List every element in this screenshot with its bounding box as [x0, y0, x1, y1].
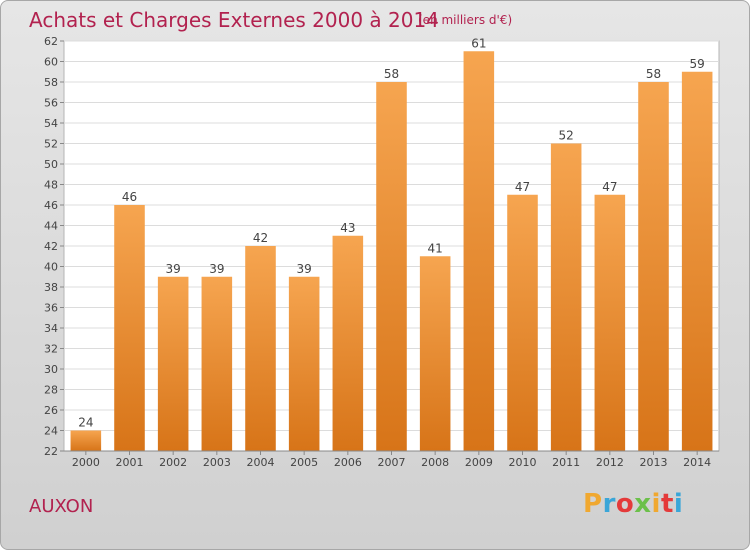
data-label: 58	[646, 67, 661, 81]
x-tick-label: 2005	[290, 456, 318, 469]
data-label: 42	[253, 231, 268, 245]
data-label: 61	[471, 36, 486, 50]
x-tick-label: 2006	[334, 456, 362, 469]
y-tick-label: 50	[44, 158, 58, 171]
x-tick-label: 2007	[378, 456, 406, 469]
data-label: 43	[340, 221, 355, 235]
bar-2010	[507, 194, 538, 451]
bar-2001	[114, 205, 145, 451]
y-tick-label: 56	[44, 97, 58, 110]
x-tick-label: 2014	[683, 456, 711, 469]
y-tick-label: 54	[44, 117, 58, 130]
brand-letter: i	[651, 489, 661, 519]
y-tick-label: 38	[44, 281, 58, 294]
data-label: 24	[78, 416, 93, 430]
y-tick-label: 34	[44, 322, 58, 335]
brand-letter: t	[660, 489, 674, 519]
y-tick-label: 52	[44, 138, 58, 151]
y-tick-label: 42	[44, 240, 58, 253]
x-tick-label: 2008	[421, 456, 449, 469]
y-tick-label: 36	[44, 302, 58, 315]
chart-subtitle: (en milliers d'€)	[418, 13, 513, 27]
data-label: 59	[690, 57, 705, 71]
y-tick-label: 30	[44, 363, 58, 376]
bar-2000	[70, 430, 102, 451]
data-label: 39	[297, 262, 312, 276]
brand-letter: P	[583, 489, 603, 519]
y-tick-label: 62	[44, 35, 58, 48]
bar-2003	[201, 276, 233, 451]
bar-2007	[376, 82, 407, 451]
y-tick-label: 48	[44, 179, 58, 192]
x-tick-label: 2002	[159, 456, 187, 469]
data-label: 58	[384, 67, 399, 81]
x-tick-label: 2013	[640, 456, 668, 469]
x-tick-label: 2004	[247, 456, 275, 469]
brand-letter: i	[673, 489, 684, 519]
town-name: AUXON	[29, 496, 94, 517]
y-tick-label: 46	[44, 199, 58, 212]
data-label: 47	[515, 180, 530, 194]
y-tick-label: 60	[44, 56, 58, 69]
bar-2009	[463, 51, 495, 451]
y-tick-label: 44	[44, 220, 58, 233]
bar-2008	[419, 256, 451, 451]
bar-2012	[594, 194, 626, 451]
x-tick-label: 2003	[203, 456, 231, 469]
bar-2006	[332, 235, 364, 451]
data-label: 46	[122, 190, 137, 204]
bar-2002	[157, 276, 189, 451]
bar-2011	[550, 143, 582, 451]
data-label: 39	[209, 262, 224, 276]
x-tick-label: 2011	[552, 456, 580, 469]
brand-letter: o	[615, 489, 635, 519]
bar-2005	[288, 276, 320, 451]
x-tick-label: 2001	[116, 456, 144, 469]
y-tick-label: 24	[44, 425, 58, 438]
data-label: 39	[166, 262, 181, 276]
y-tick-label: 32	[44, 343, 58, 356]
y-tick-label: 28	[44, 384, 58, 397]
bar-2013	[638, 82, 669, 451]
data-label: 52	[559, 129, 574, 143]
y-tick-label: 22	[44, 445, 58, 458]
data-label: 47	[602, 180, 617, 194]
proxiti-logo: Proxiti	[583, 489, 683, 519]
data-label: 41	[428, 241, 443, 255]
y-tick-label: 58	[44, 76, 58, 89]
bar-2014	[681, 71, 713, 451]
x-tick-label: 2000	[72, 456, 100, 469]
x-tick-label: 2009	[465, 456, 493, 469]
brand-letter: x	[634, 489, 652, 519]
y-tick-label: 40	[44, 261, 58, 274]
bar-2004	[245, 246, 276, 451]
x-tick-label: 2010	[509, 456, 537, 469]
chart-title: Achats et Charges Externes 2000 à 2014	[29, 8, 439, 32]
y-tick-label: 26	[44, 404, 58, 417]
x-tick-label: 2012	[596, 456, 624, 469]
brand-letter: r	[602, 489, 616, 519]
